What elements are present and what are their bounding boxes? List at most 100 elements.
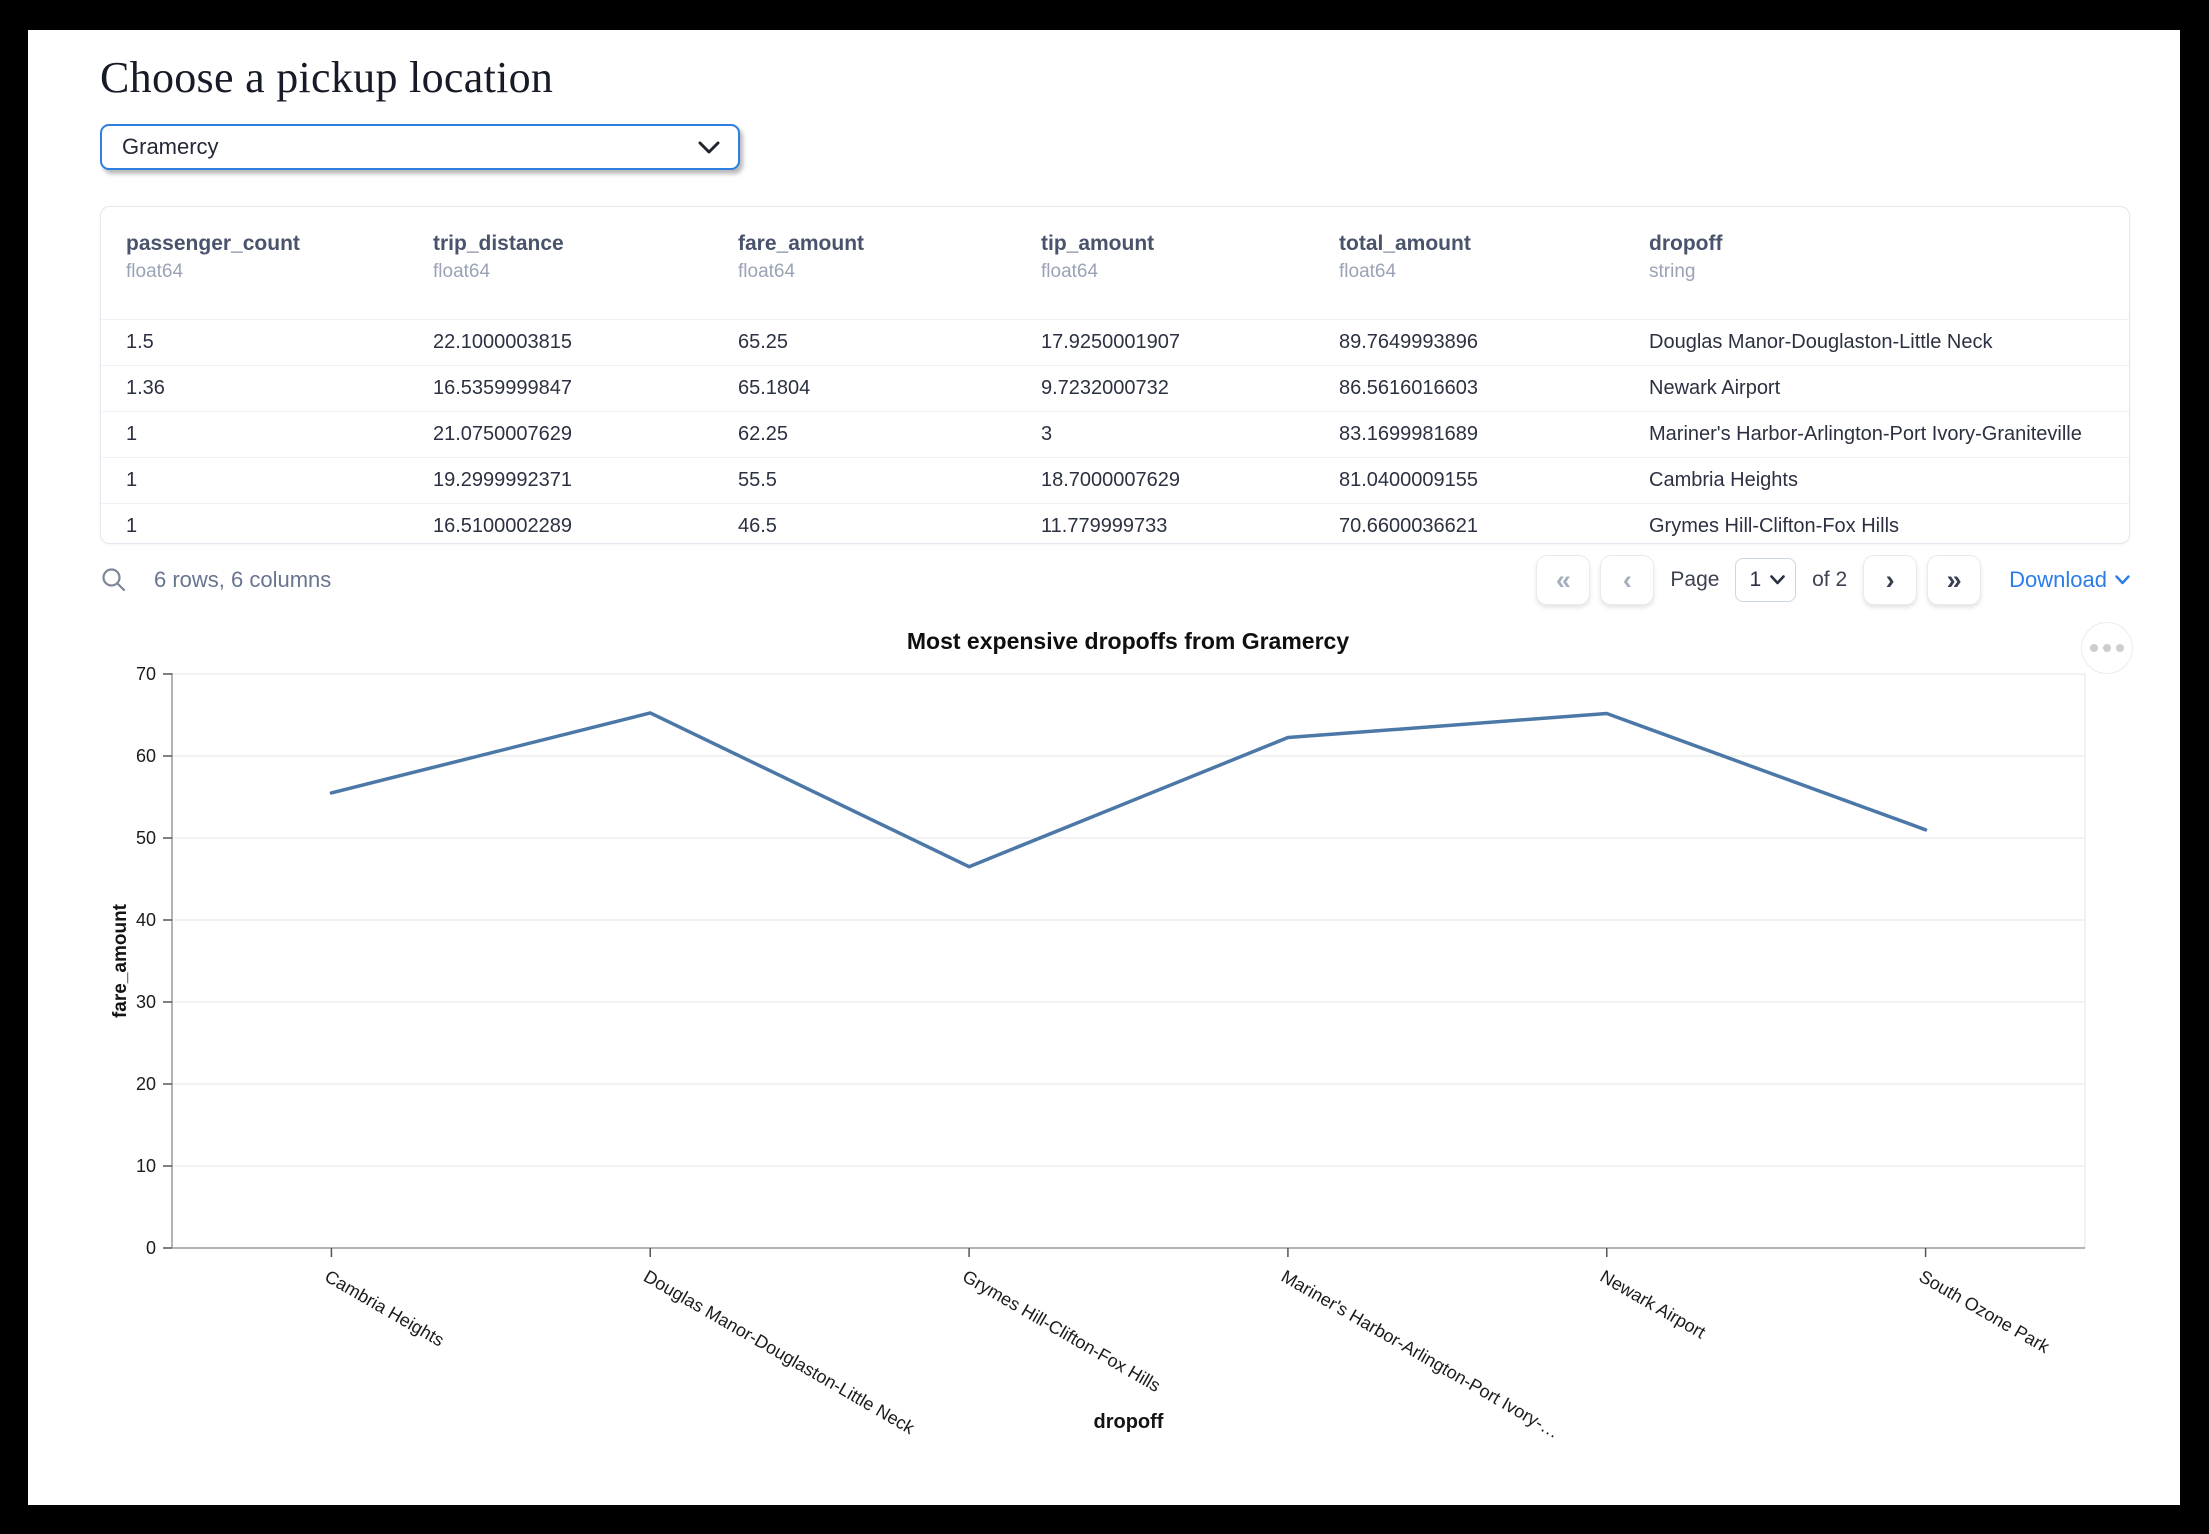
column-dtype: float64 bbox=[433, 261, 491, 282]
rows-columns-count: 6 rows, 6 columns bbox=[154, 567, 332, 592]
table-cell: 1 bbox=[126, 423, 138, 445]
column-header-total_amount: total_amount float64 bbox=[1339, 231, 1649, 319]
y-tick-label: 20 bbox=[136, 1074, 156, 1094]
column-dtype: float64 bbox=[126, 261, 184, 282]
column-name: fare_amount bbox=[738, 232, 865, 255]
table-row[interactable]: 1.5 22.1000003815 65.25 17.9250001907 89.764… bbox=[101, 319, 2129, 365]
table-row[interactable]: 1.36 16.5359999847 65.1804 9.7232000732 86.5… bbox=[101, 365, 2129, 411]
table-cell: 22.1000003815 bbox=[433, 331, 573, 353]
table-cell: Mariner's Harbor-Arlington-Port Ivory-Gr… bbox=[1649, 423, 2082, 445]
table-cell: 1 bbox=[126, 515, 138, 537]
table-cell: 17.9250001907 bbox=[1041, 331, 1181, 353]
more-dots-icon bbox=[2090, 644, 2098, 652]
table-cell: 62.25 bbox=[738, 423, 789, 445]
y-tick-label: 0 bbox=[146, 1238, 156, 1258]
column-dtype: float64 bbox=[1041, 261, 1099, 282]
dataframe-summary: 6 rows, 6 columns bbox=[100, 566, 331, 594]
table-cell: 46.5 bbox=[738, 515, 777, 537]
x-tick-label: Newark Airport bbox=[1597, 1266, 1709, 1342]
pickup-location-value: Gramercy bbox=[122, 134, 219, 159]
x-axis-title: dropoff bbox=[1094, 1411, 1164, 1433]
table-row[interactable]: 1 19.2999992371 55.5 18.7000007629 81.040000… bbox=[101, 457, 2129, 503]
y-tick-label: 30 bbox=[136, 992, 156, 1012]
table-cell: Grymes Hill-Clifton-Fox Hills bbox=[1649, 515, 1900, 537]
chart-options-button[interactable] bbox=[2081, 622, 2133, 674]
page-number-select[interactable]: 1 bbox=[1735, 558, 1797, 602]
next-page-button[interactable]: › bbox=[1863, 555, 1918, 605]
prev-page-button[interactable]: ‹ bbox=[1600, 555, 1655, 605]
first-page-button[interactable]: « bbox=[1536, 555, 1591, 605]
column-header-passenger_count: passenger_count float64 bbox=[126, 231, 433, 319]
page-label: Page bbox=[1670, 568, 1720, 591]
table-cell: 89.7649993896 bbox=[1339, 331, 1479, 353]
chevron-down-icon bbox=[1770, 575, 1785, 585]
y-tick-label: 70 bbox=[136, 664, 156, 684]
table-cell: 16.5100002289 bbox=[433, 515, 573, 537]
table-cell: 86.5616016603 bbox=[1339, 377, 1479, 399]
column-header-trip_distance: trip_distance float64 bbox=[433, 231, 738, 319]
last-page-button[interactable]: » bbox=[1927, 555, 1982, 605]
column-dtype: float64 bbox=[1339, 261, 1397, 282]
table-cell: Newark Airport bbox=[1649, 377, 1781, 399]
page-title: Choose a pickup location bbox=[100, 53, 554, 102]
dataframe-footer: 6 rows, 6 columns « ‹ Page 1 of 2 › » Do… bbox=[100, 552, 2130, 608]
line-chart: 0 10 20 30 40 50 60 70 Cambria Heights Douglas Ma… bbox=[110, 664, 2086, 1442]
chart-title: Most expensive dropoffs from Gramercy bbox=[906, 628, 1350, 654]
y-tick-label: 60 bbox=[136, 746, 156, 766]
table-cell: 3 bbox=[1041, 423, 1053, 445]
table-cell: 83.1699981689 bbox=[1339, 423, 1479, 445]
table-cell: Douglas Manor-Douglaston-Little Neck bbox=[1649, 331, 1993, 353]
table-cell: 9.7232000732 bbox=[1041, 377, 1169, 399]
download-menu[interactable]: Download bbox=[2009, 567, 2130, 593]
table-cell: 1.36 bbox=[126, 377, 165, 399]
table-cell: 65.1804 bbox=[738, 377, 811, 399]
y-tick-label: 50 bbox=[136, 828, 156, 848]
x-tick-label: South Ozone Park bbox=[1916, 1266, 2054, 1357]
table-cell: 19.2999992371 bbox=[433, 469, 573, 491]
column-name: dropoff bbox=[1649, 232, 1723, 255]
column-name: passenger_count bbox=[126, 232, 300, 255]
page-number-value: 1 bbox=[1749, 568, 1762, 591]
table-cell: 18.7000007629 bbox=[1041, 469, 1181, 491]
table-cell: Cambria Heights bbox=[1649, 469, 1798, 491]
app-page: Choose a pickup location Gramercy passen… bbox=[28, 30, 2180, 1505]
column-name: tip_amount bbox=[1041, 232, 1155, 255]
y-tick-label: 10 bbox=[136, 1156, 156, 1176]
table-cell: 21.0750007629 bbox=[433, 423, 573, 445]
table-row[interactable]: 1 21.0750007629 62.25 3 83.1699981689 Mariner… bbox=[101, 411, 2129, 457]
table-cell: 81.0400009155 bbox=[1339, 469, 1479, 491]
chevron-down-icon bbox=[698, 141, 720, 153]
dataframe-body: 1.5 22.1000003815 65.25 17.9250001907 89.764… bbox=[101, 319, 2129, 543]
column-name: trip_distance bbox=[433, 232, 564, 255]
pickup-location-select[interactable]: Gramercy bbox=[100, 124, 740, 170]
y-axis-title: fare_amount bbox=[110, 903, 131, 1018]
page-total-label: of 2 bbox=[1812, 568, 1848, 591]
column-dtype: float64 bbox=[738, 261, 796, 282]
column-header-fare_amount: fare_amount float64 bbox=[738, 231, 1041, 319]
table-cell: 1 bbox=[126, 469, 138, 491]
download-label: Download bbox=[2009, 567, 2107, 592]
x-tick-label: Mariner's Harbor-Arlington-Port Ivory-… bbox=[1278, 1266, 1563, 1442]
table-cell: 55.5 bbox=[738, 469, 777, 491]
column-dtype: string bbox=[1649, 261, 1696, 282]
table-cell: 65.25 bbox=[738, 331, 789, 353]
y-tick-label: 40 bbox=[136, 910, 156, 930]
table-row[interactable]: 1 16.5100002289 46.5 11.779999733 70.6600036… bbox=[101, 503, 2129, 543]
chevron-down-icon bbox=[2115, 575, 2130, 585]
table-cell: 16.5359999847 bbox=[433, 377, 573, 399]
table-cell: 1.5 bbox=[126, 331, 154, 353]
table-cell: 11.779999733 bbox=[1041, 515, 1168, 537]
line-series bbox=[329, 711, 1928, 869]
table-cell: 70.6600036621 bbox=[1339, 515, 1479, 537]
x-tick-label: Grymes Hill-Clifton-Fox Hills bbox=[959, 1266, 1164, 1396]
chart-section: Most expensive dropoffs from Gramercy 0 1… bbox=[28, 620, 2180, 1505]
x-tick-label: Douglas Manor-Douglaston-Little Neck bbox=[640, 1266, 919, 1438]
column-header-dropoff: dropoff string bbox=[1649, 231, 2129, 319]
search-icon[interactable] bbox=[100, 566, 128, 594]
column-header-tip_amount: tip_amount float64 bbox=[1041, 231, 1339, 319]
column-name: total_amount bbox=[1339, 232, 1471, 255]
x-tick-label: Cambria Heights bbox=[321, 1266, 447, 1350]
pagination: « ‹ Page 1 of 2 › » Download bbox=[1536, 555, 2130, 605]
